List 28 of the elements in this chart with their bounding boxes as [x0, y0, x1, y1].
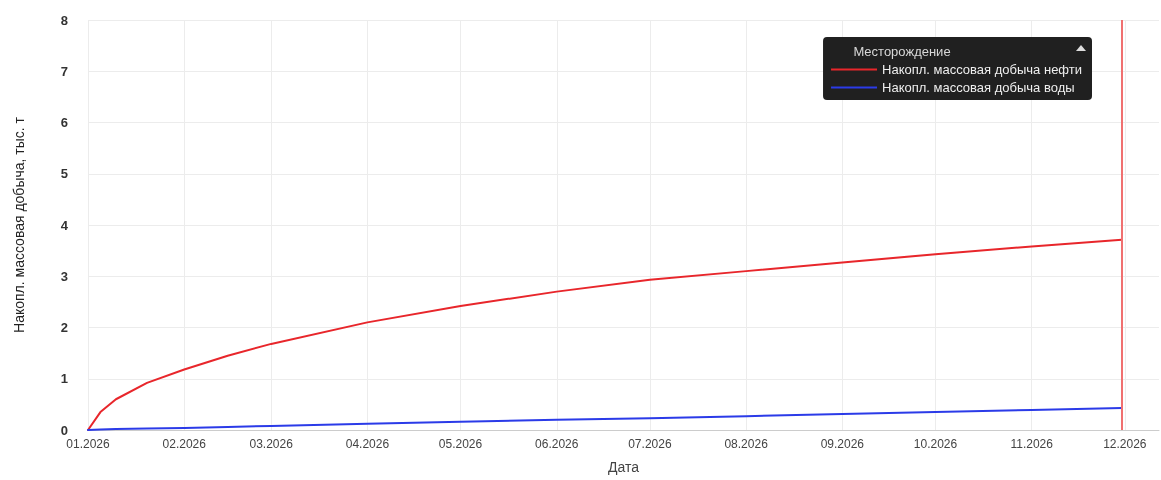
- x-tick-label: 07.2026: [628, 437, 672, 451]
- x-tick-label: 11.2026: [1010, 437, 1054, 451]
- x-tick-label: 04.2026: [345, 437, 390, 451]
- y-axis-title: Накопл. массовая добыча, тыс. т: [11, 116, 27, 333]
- y-tick-label: 5: [60, 166, 68, 182]
- y-tick-label: 2: [60, 320, 68, 335]
- x-tick-label: 02.2026: [162, 437, 207, 451]
- y-tick-label: 7: [60, 63, 68, 79]
- x-tick-label: 03.2026: [249, 437, 294, 451]
- x-axis-title: Дата: [607, 459, 640, 475]
- x-tick-label: 05.2026: [438, 437, 483, 451]
- legend-label: Накопл. массовая добыча нефти: [882, 62, 1083, 77]
- line-series: [87, 406, 1123, 431]
- y-tick-label: 4: [60, 217, 69, 233]
- x-tick-label: 06.2026: [535, 437, 579, 451]
- x-tick-label: 10.2026: [913, 437, 958, 451]
- x-tick-label: 09.2026: [820, 437, 865, 451]
- legend-label: Накопл. массовая добыча воды: [882, 80, 1075, 95]
- y-tick-label: 8: [60, 12, 68, 28]
- x-tick-label: 12.2026: [1103, 437, 1147, 451]
- y-tick-label: 3: [60, 268, 68, 284]
- x-tick-label: 01.2026: [66, 437, 111, 451]
- legend-title: Месторождение: [853, 44, 951, 59]
- line-series: [87, 238, 1123, 431]
- y-tick-label: 1: [60, 371, 68, 387]
- x-tick-label: 08.2026: [724, 437, 769, 451]
- y-tick-label: 0: [60, 422, 68, 438]
- y-tick-label: 6: [60, 115, 68, 130]
